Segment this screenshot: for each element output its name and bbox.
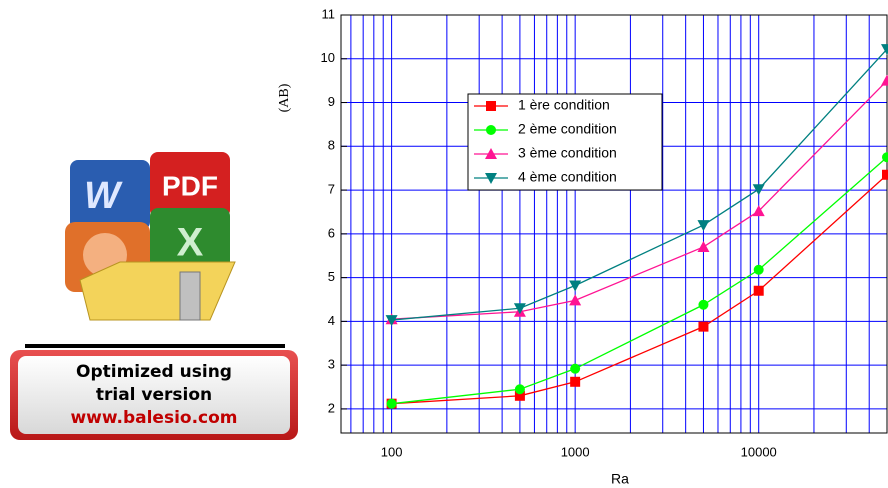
zipper: [179, 271, 201, 321]
word-icon: [70, 160, 150, 230]
marker: [698, 299, 709, 310]
y-tick-label: 4: [328, 313, 335, 328]
marker: [570, 376, 581, 387]
marker: [569, 280, 582, 292]
marker: [386, 398, 397, 409]
pdf-letters: PDF: [162, 170, 218, 201]
marker: [881, 74, 888, 86]
y-tick-label: 7: [328, 182, 335, 197]
marker: [569, 294, 582, 306]
y-tick-label: 5: [328, 269, 335, 284]
marker: [514, 384, 525, 395]
legend-marker: [486, 101, 496, 111]
legend-marker: [486, 125, 496, 135]
x-tick-label: 10000: [741, 444, 777, 459]
watermark-text: trial version: [96, 385, 212, 405]
marker: [698, 321, 709, 332]
legend-label: 3 ème condition: [518, 145, 617, 161]
excel-icon: [150, 208, 230, 278]
watermark-text: Optimized using: [76, 362, 232, 382]
y-tick-label: 3: [328, 357, 335, 372]
series-line: [391, 156, 888, 405]
marker: [697, 220, 710, 232]
marker: [514, 390, 525, 401]
marker: [753, 264, 764, 275]
x-tick-label: 100: [381, 444, 403, 459]
watermark-inner: [18, 356, 290, 434]
y-tick-label: 2: [328, 400, 335, 415]
y-tick-label: 8: [328, 138, 335, 153]
series: [386, 169, 888, 409]
series-line: [391, 48, 888, 321]
legend-label: 2 ème condition: [518, 121, 617, 137]
word-letter: W: [84, 175, 123, 217]
series-line: [391, 80, 888, 320]
marker: [385, 315, 398, 327]
series-line: [391, 174, 888, 405]
folder: [79, 261, 236, 321]
series: [385, 44, 888, 327]
pdf-icon: [150, 152, 230, 218]
y-axis-label: (AB): [277, 83, 292, 112]
watermark-logo: W PDF X: [65, 152, 236, 321]
marker: [752, 184, 765, 196]
x-axis-label: Ra: [611, 471, 629, 487]
plot-frame: [340, 14, 888, 434]
series: [386, 152, 888, 409]
y-tick-label: 11: [322, 6, 336, 21]
marker: [882, 169, 888, 180]
marker: [882, 152, 888, 163]
marker: [881, 44, 888, 56]
watermark-url: www.balesio.com: [70, 408, 237, 428]
legend-marker: [485, 173, 497, 184]
legend-marker: [485, 148, 497, 159]
legend-label: 4 ème condition: [518, 169, 617, 185]
marker: [697, 240, 710, 252]
y-tick-label: 10: [321, 50, 335, 65]
marker: [570, 363, 581, 374]
legend-label: 1 ère condition: [518, 97, 610, 113]
y-tick-label: 9: [328, 94, 335, 109]
x-tick-label: 1000: [561, 444, 590, 459]
y-tick-label: 6: [328, 225, 335, 240]
marker: [513, 303, 526, 315]
excel-letter: X: [177, 221, 204, 265]
legend-box: [467, 93, 663, 191]
marker: [752, 205, 765, 217]
marker: [753, 285, 764, 296]
